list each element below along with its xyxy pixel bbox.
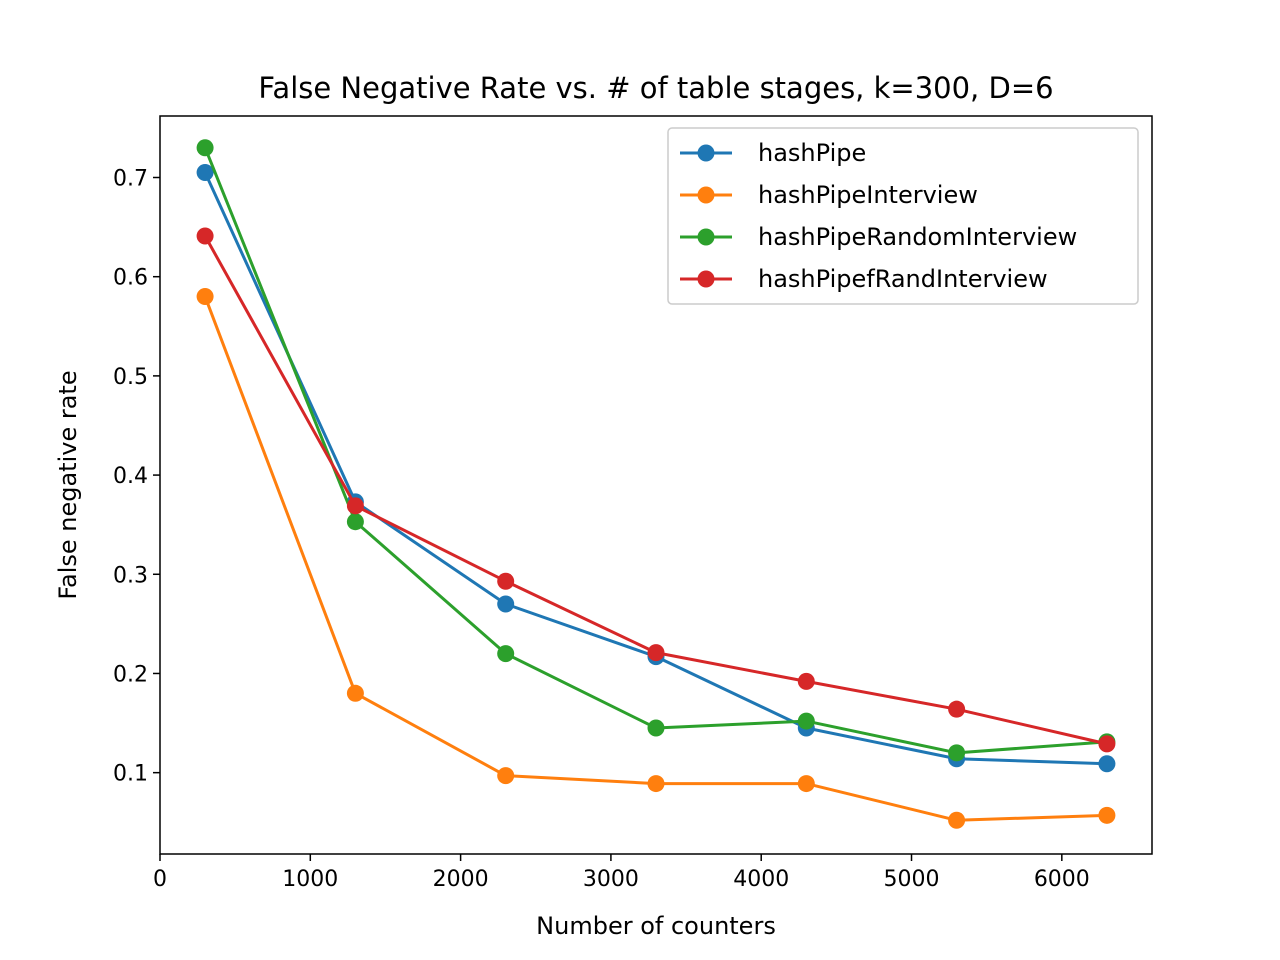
- series-hashPipefRandInterview: [196, 227, 1116, 753]
- x-tick-label: 6000: [1034, 867, 1090, 892]
- data-point: [497, 572, 515, 590]
- data-point: [346, 684, 364, 702]
- x-tick-label: 4000: [733, 867, 789, 892]
- x-tick-label: 2000: [433, 867, 489, 892]
- data-point: [196, 288, 214, 306]
- data-point: [797, 712, 815, 730]
- data-point: [797, 775, 815, 793]
- y-tick-label: 0.1: [113, 762, 148, 787]
- data-point: [647, 719, 665, 737]
- data-point: [1098, 735, 1116, 753]
- legend: hashPipe hashPipeInterview hashPipeRandomI…: [667, 127, 1139, 305]
- x-axis: 0 1000 2000 3000 4000 5000 6000: [153, 854, 1090, 892]
- data-point: [948, 700, 966, 718]
- data-point: [346, 513, 364, 531]
- legend-marker: [697, 186, 715, 204]
- legend-label: hashPipefRandInterview: [758, 265, 1048, 293]
- data-point: [196, 139, 214, 157]
- legend-label: hashPipeRandomInterview: [758, 223, 1077, 251]
- y-tick-label: 0.7: [113, 167, 148, 192]
- data-point: [497, 645, 515, 663]
- legend-marker: [697, 144, 715, 162]
- data-point: [797, 672, 815, 690]
- y-tick-label: 0.3: [113, 563, 148, 588]
- legend-item: hashPipefRandInterview: [680, 265, 1048, 293]
- legend-item: hashPipeRandomInterview: [680, 223, 1077, 251]
- data-point: [497, 767, 515, 785]
- data-point: [346, 497, 364, 515]
- axes-frame: [159, 115, 1153, 855]
- data-point: [196, 227, 214, 245]
- legend-item: hashPipeInterview: [680, 181, 978, 209]
- x-tick-label: 1000: [282, 867, 338, 892]
- legend-item: hashPipe: [680, 139, 866, 167]
- x-tick-label: 3000: [583, 867, 639, 892]
- data-point: [647, 775, 665, 793]
- chart-title: False Negative Rate vs. # of table stage…: [258, 71, 1053, 105]
- data-point: [196, 164, 214, 182]
- data-point: [948, 811, 966, 829]
- legend-marker: [697, 270, 715, 288]
- data-point: [1098, 755, 1116, 773]
- y-tick-label: 0.6: [113, 266, 148, 291]
- data-point: [647, 644, 665, 662]
- legend-label: hashPipeInterview: [758, 181, 978, 209]
- y-tick-label: 0.4: [113, 464, 148, 489]
- data-point: [497, 595, 515, 613]
- data-point: [1098, 806, 1116, 824]
- y-tick-label: 0.2: [113, 662, 148, 687]
- x-axis-label: Number of counters: [536, 912, 776, 940]
- series-hashPipeInterview: [196, 288, 1116, 829]
- y-axis: 0.1 0.2 0.3 0.4 0.5 0.6 0.7: [113, 167, 160, 787]
- y-axis-label: False negative rate: [54, 370, 82, 599]
- legend-marker: [697, 228, 715, 246]
- data-point: [948, 744, 966, 762]
- x-tick-label: 5000: [884, 867, 940, 892]
- plot-area: [196, 139, 1116, 829]
- legend-box: [667, 127, 1139, 305]
- y-tick-label: 0.5: [113, 365, 148, 390]
- legend-label: hashPipe: [758, 139, 866, 167]
- x-tick-label: 0: [153, 867, 167, 892]
